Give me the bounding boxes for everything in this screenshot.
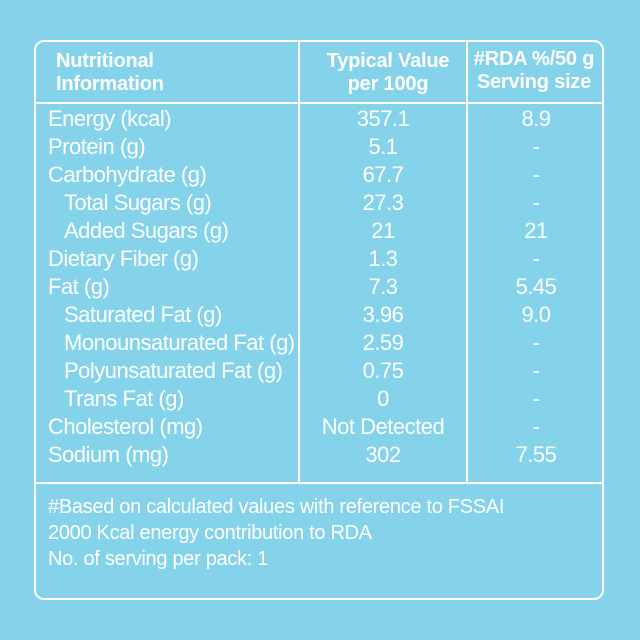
header-typical-line1: Typical Value (326, 50, 450, 72)
nutrient-name: Energy (kcal) (48, 106, 172, 131)
table-row: Total Sugars (g) 27.3 - (36, 190, 602, 218)
rda-value: 9.0 (521, 302, 551, 327)
nutrient-name: Carbohydrate (g) (48, 162, 207, 187)
table-row: Monounsaturated Fat (g) 2.59 - (36, 330, 602, 358)
header-typical-value: Typical Value per 100g (308, 50, 468, 96)
typical-value: 5.1 (368, 134, 398, 159)
nutrient-name: Saturated Fat (g) (64, 302, 222, 327)
nutrient-name: Dietary Fiber (g) (48, 246, 199, 271)
header-nutrient-line1: Nutritional (56, 50, 154, 72)
table-row: Saturated Fat (g) 3.96 9.0 (36, 302, 602, 330)
nutrient-name: Protein (g) (48, 134, 146, 159)
nutrient-name: Added Sugars (g) (64, 218, 229, 243)
table-row: Sodium (mg) 302 7.55 (36, 442, 602, 470)
typical-value: 7.3 (368, 274, 398, 299)
table-row: Added Sugars (g) 21 21 (36, 218, 602, 246)
typical-value: 21 (371, 218, 395, 243)
header-typical-line2: per 100g (347, 73, 429, 95)
table-row: Energy (kcal) 357.1 8.9 (36, 106, 602, 134)
serving-count-note: No. of serving per pack: 1 (48, 548, 269, 570)
header-divider (36, 102, 602, 104)
rda-value: - (532, 414, 540, 439)
typical-value: 27.3 (362, 190, 404, 215)
header-nutrient-line2: Information (56, 73, 164, 95)
rda-value: 7.55 (515, 442, 557, 467)
table-row: Dietary Fiber (g) 1.3 - (36, 246, 602, 274)
rda-value: - (532, 246, 540, 271)
rda-value: - (532, 358, 540, 383)
rda-value: 21 (524, 218, 548, 243)
nutrient-name: Monounsaturated Fat (g) (64, 330, 295, 355)
footer-divider (36, 482, 602, 484)
nutrient-name: Cholesterol (mg) (48, 414, 203, 439)
nutrient-name: Trans Fat (g) (64, 386, 184, 411)
rda-value: - (532, 330, 540, 355)
typical-value: 2.59 (362, 330, 404, 355)
table-row: Carbohydrate (g) 67.7 - (36, 162, 602, 190)
nutrition-table: Nutritional Information Typical Value pe… (34, 40, 604, 600)
column-divider (466, 42, 468, 484)
header-rda-line1: #RDA %/50 g (473, 48, 595, 70)
column-divider (298, 42, 300, 484)
table-row: Protein (g) 5.1 - (36, 134, 602, 162)
rda-value: - (532, 162, 540, 187)
footnotes: #Based on calculated values with referen… (48, 494, 504, 572)
footnote-line: 2000 Kcal energy contribution to RDA (48, 522, 372, 544)
nutrient-name: Polyunsaturated Fat (g) (64, 358, 283, 383)
typical-value: 1.3 (368, 246, 398, 271)
table-row: Cholesterol (mg) Not Detected - (36, 414, 602, 442)
typical-value: Not Detected (321, 414, 445, 439)
rda-value: - (532, 386, 540, 411)
rda-value: - (532, 190, 540, 215)
footnote-line: #Based on calculated values with referen… (48, 496, 505, 518)
table-row: Fat (g) 7.3 5.45 (36, 274, 602, 302)
rda-value: 5.45 (515, 274, 557, 299)
header-nutrient: Nutritional Information (56, 50, 164, 96)
typical-value: 3.96 (362, 302, 404, 327)
typical-value: 302 (365, 442, 401, 467)
table-row: Trans Fat (g) 0 - (36, 386, 602, 414)
typical-value: 67.7 (362, 162, 404, 187)
nutrient-name: Sodium (mg) (48, 442, 169, 467)
typical-value: 0.75 (362, 358, 404, 383)
typical-value: 357.1 (356, 106, 410, 131)
nutrient-name: Total Sugars (g) (64, 190, 212, 215)
table-row: Polyunsaturated Fat (g) 0.75 - (36, 358, 602, 386)
rda-value: - (532, 134, 540, 159)
typical-value: 0 (377, 386, 389, 411)
rda-value: 8.9 (521, 106, 551, 131)
nutrient-name: Fat (g) (48, 274, 110, 299)
header-rda: #RDA %/50 g Serving size (464, 48, 604, 94)
header-rda-line2: Serving size (476, 71, 592, 93)
